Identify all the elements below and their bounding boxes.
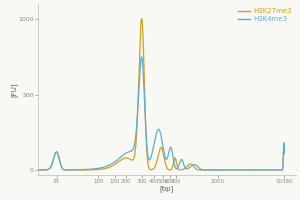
H3K27me3 [280, 169, 284, 171]
H3K4me3 [128, 151, 131, 153]
H3K4me3 [145, 140, 148, 143]
H3K4me3 [115, 159, 119, 161]
H3K27me3 [145, 144, 148, 146]
H3K4me3 [140, 56, 143, 58]
H3K4me3 [253, 169, 256, 171]
Legend: H3K27me3, H3K4me3: H3K27me3, H3K4me3 [237, 8, 292, 23]
Y-axis label: [FU]: [FU] [10, 82, 17, 97]
H3K27me3 [283, 152, 286, 155]
X-axis label: [bp]: [bp] [160, 185, 174, 192]
H3K27me3 [128, 158, 131, 160]
H3K27me3 [39, 169, 43, 171]
H3K4me3 [135, 122, 139, 124]
H3K27me3 [135, 128, 139, 130]
H3K27me3 [115, 162, 119, 164]
H3K27me3 [245, 169, 248, 171]
Line: H3K4me3: H3K4me3 [38, 57, 284, 170]
H3K4me3 [36, 169, 40, 171]
Line: H3K27me3: H3K27me3 [38, 19, 284, 170]
H3K4me3 [283, 152, 286, 155]
H3K27me3 [36, 169, 40, 171]
H3K27me3 [140, 17, 143, 20]
H3K4me3 [280, 169, 284, 171]
H3K4me3 [39, 169, 43, 171]
